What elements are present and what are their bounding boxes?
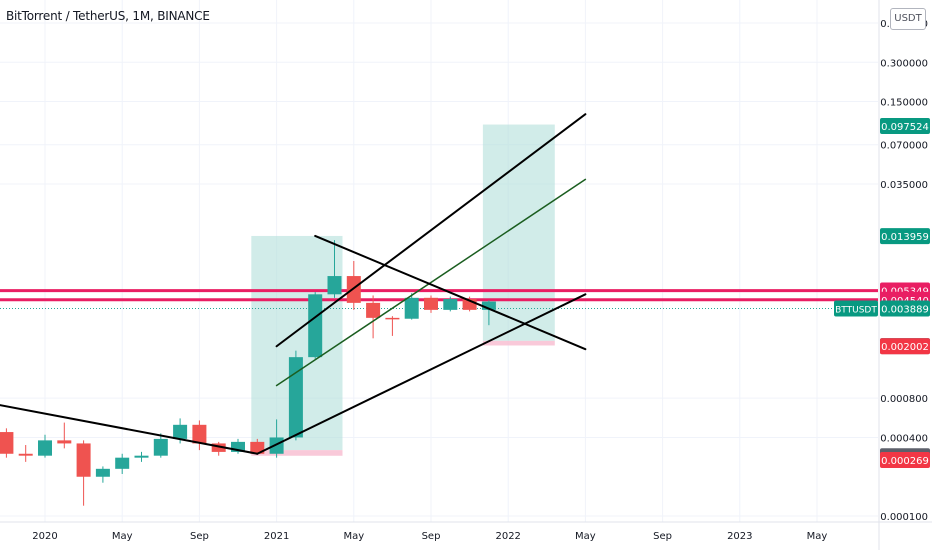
- channel-middle-line: [275, 178, 587, 387]
- x-tick-label: May: [807, 531, 828, 542]
- price-badge-text: 0.002002: [881, 342, 929, 353]
- x-tick-label: May: [575, 531, 596, 542]
- x-tick-label: May: [112, 531, 133, 542]
- horizontal-levels: [0, 289, 878, 310]
- price-badge: [880, 117, 930, 134]
- price-labels: 0.0975240.0139590.0053490.0045400.003889…: [834, 117, 930, 468]
- x-tick-label: 2023: [727, 531, 752, 542]
- candle-body: [95, 468, 110, 477]
- candle-body: [115, 457, 130, 469]
- candle-body: [443, 299, 458, 310]
- symbol-tag-badge: [834, 300, 878, 317]
- symbol-tag-text: BTTUSDT: [835, 306, 877, 316]
- candle-body: [173, 424, 188, 439]
- x-tick-label: 2020: [32, 531, 57, 542]
- y-tick-label: 0.070000: [880, 141, 928, 152]
- candle-body: [404, 297, 419, 319]
- symbol-title: BitTorrent / TetherUS, 1M, BINANCE: [6, 9, 210, 23]
- downtrend-line: [0, 404, 259, 455]
- candle-body: [366, 302, 381, 318]
- price-badge: [880, 338, 930, 355]
- candle-body: [385, 317, 400, 320]
- candle-body: [424, 297, 438, 310]
- candle-body: [57, 440, 72, 444]
- candle-body: [288, 357, 303, 438]
- price-badge-text: 0.097524: [881, 122, 929, 133]
- x-tick-label: 2021: [264, 531, 289, 542]
- candle-body: [250, 441, 265, 454]
- candle-body: [481, 301, 496, 310]
- candle-body: [327, 276, 342, 295]
- long-position-stop-zone: [251, 450, 343, 456]
- long-position-stop-zone: [482, 340, 555, 346]
- candle-body: [0, 432, 14, 454]
- candle-body: [134, 455, 149, 458]
- candles: [0, 240, 496, 506]
- x-tick-label: May: [343, 531, 364, 542]
- candle-body: [308, 294, 323, 358]
- channel-lower-line: [256, 293, 587, 455]
- y-tick-label: 0.000400: [880, 433, 928, 444]
- y-tick-label: 0.035000: [880, 180, 928, 191]
- candle-body: [211, 443, 226, 452]
- candle-body: [38, 440, 52, 456]
- y-tick-label: 0.000800: [880, 394, 928, 405]
- x-tick-label: 2022: [495, 531, 520, 542]
- candle-body: [18, 453, 33, 456]
- time-axis-background: [0, 522, 932, 550]
- price-badge-text: 0.013959: [881, 232, 929, 243]
- price-badge-text: 0.003889: [881, 305, 929, 316]
- price-badge-text: 0.000269: [881, 456, 929, 467]
- trend-drawings: [0, 113, 587, 455]
- x-tick-label: Sep: [190, 531, 209, 542]
- candle-body: [153, 438, 168, 456]
- candle-body: [231, 441, 245, 452]
- candle-body: [269, 437, 284, 454]
- candle-body: [76, 443, 91, 477]
- price-badge: [880, 228, 930, 245]
- y-tick-label: 0.150000: [880, 98, 928, 109]
- x-tick-label: Sep: [653, 531, 672, 542]
- falling-trend-line: [314, 234, 587, 351]
- currency-unit-button[interactable]: USDT: [890, 8, 926, 30]
- channel-upper-line: [275, 113, 587, 348]
- grid: [0, 0, 878, 522]
- candle-body: [192, 424, 207, 444]
- price-badge: [880, 300, 930, 317]
- y-tick-label: 0.000100: [880, 512, 928, 523]
- price-badge: [880, 451, 930, 468]
- y-tick-label: 0.300000: [880, 58, 928, 69]
- candle-body: [462, 299, 477, 310]
- x-tick-label: Sep: [422, 531, 441, 542]
